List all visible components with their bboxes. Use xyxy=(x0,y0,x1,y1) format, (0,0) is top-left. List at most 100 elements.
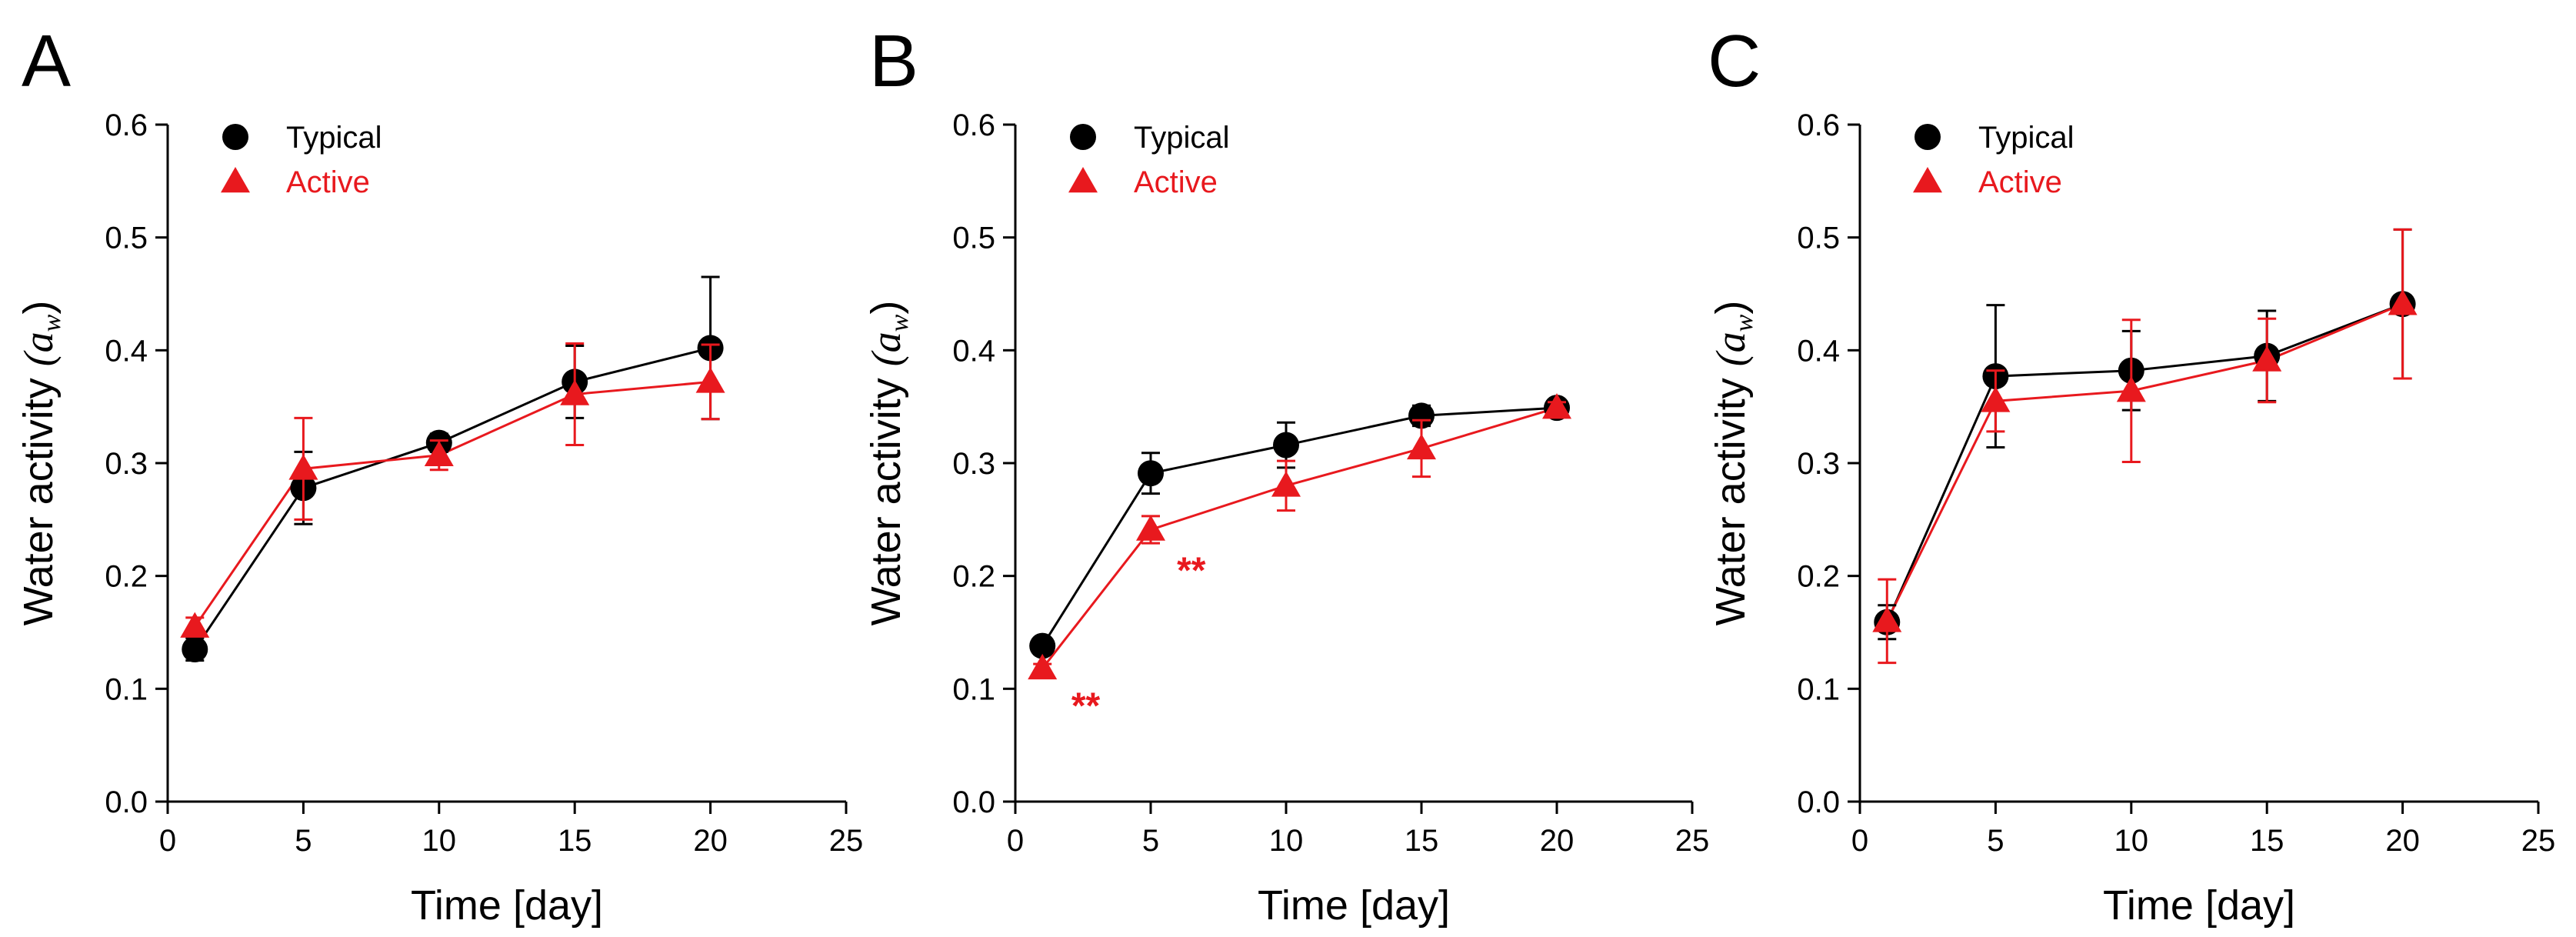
chart1-series-1-point-2 xyxy=(1271,471,1301,497)
chart2-series-1-point-1 xyxy=(1981,386,2011,412)
chart1-series-0-point-2 xyxy=(1273,432,1299,458)
y-axis-label-symbol: (a xyxy=(863,332,909,366)
y-tick-label: 0.0 xyxy=(105,785,148,819)
x-tick-label: 5 xyxy=(295,824,312,858)
y-tick-label: 0.5 xyxy=(105,222,148,255)
y-tick-label: 0.1 xyxy=(952,672,995,706)
chart1-series-0-point-1 xyxy=(1138,460,1164,487)
chart2-series-1-point-2 xyxy=(2116,376,2146,402)
x-tick-label: 10 xyxy=(1269,824,1304,858)
chart0-series-1-line xyxy=(194,380,711,628)
y-tick-label: 0.1 xyxy=(105,672,148,706)
legend-typical-label: Typical xyxy=(286,121,382,155)
chart0-series-0-point-0 xyxy=(182,636,208,662)
y-axis-label: Water activity (aw) xyxy=(1708,301,1758,626)
x-tick-label: 20 xyxy=(2385,824,2420,858)
legend-active-marker xyxy=(1913,167,1942,193)
x-tick-label: 10 xyxy=(2114,824,2149,858)
chart1-series-0-point-0 xyxy=(1029,632,1056,659)
x-tick-label: 0 xyxy=(1851,824,1868,858)
x-tick-label: 25 xyxy=(1675,824,1710,858)
x-tick-label: 5 xyxy=(1142,824,1159,858)
x-tick-label: 15 xyxy=(1405,824,1439,858)
legend-typical-marker xyxy=(1070,124,1096,150)
x-tick-label: 20 xyxy=(1540,824,1575,858)
y-tick-label: 0.2 xyxy=(1797,560,1840,594)
x-tick-label: 5 xyxy=(1987,824,2004,858)
y-axis-label-close: ) xyxy=(863,301,909,315)
y-tick-label: 0.4 xyxy=(952,334,995,368)
chart1-series-1-point-4 xyxy=(1542,393,1571,419)
chart0-series-0-line xyxy=(194,346,711,650)
y-axis-label-close: ) xyxy=(15,301,62,315)
legend-active-marker xyxy=(221,167,250,193)
y-tick-label: 0.3 xyxy=(1797,447,1840,481)
legend-active-marker xyxy=(1068,167,1098,193)
x-tick-label: 15 xyxy=(558,824,592,858)
y-axis-label-subscript: w xyxy=(1730,314,1758,332)
panel-label: B xyxy=(869,20,918,102)
y-tick-label: 0.0 xyxy=(952,785,995,819)
y-axis-label-text: Water activity xyxy=(15,366,62,625)
y-tick-label: 0.3 xyxy=(952,447,995,481)
chart1-series-1-point-3 xyxy=(1407,433,1436,460)
chart2-series-1-point-4 xyxy=(2388,289,2418,315)
y-tick-label: 0.0 xyxy=(1797,785,1840,819)
panel-b: B 0.0 0.1 0.2 0.3 0.4 0.5 0.6 0 5 10 15 20 25 Time [da… xyxy=(863,20,1709,929)
chart0-series-1-point-4 xyxy=(695,367,725,393)
chart1-annotation-0: ** xyxy=(1071,685,1101,726)
y-axis-label: Water activity (aw) xyxy=(15,301,66,626)
x-axis-label: Time [day] xyxy=(2103,882,2295,929)
chart1-series-1-point-0 xyxy=(1028,653,1058,680)
x-tick-label: 0 xyxy=(1007,824,1024,858)
y-tick-label: 0.2 xyxy=(952,560,995,594)
x-tick-label: 25 xyxy=(829,824,864,858)
y-axis-label-text: Water activity xyxy=(1708,366,1754,625)
x-tick-label: 0 xyxy=(159,824,176,858)
chart2-series-1-line xyxy=(1885,302,2404,622)
legend-typical-label: Typical xyxy=(1978,121,2074,155)
x-tick-label: 10 xyxy=(422,824,457,858)
y-tick-label: 0.5 xyxy=(952,222,995,255)
y-axis-label-subscript: w xyxy=(885,314,914,332)
y-axis-label: Water activity (aw) xyxy=(863,301,914,626)
y-axis-label-symbol: (a xyxy=(1708,332,1754,366)
y-axis-label-text: Water activity xyxy=(863,366,909,625)
x-tick-label: 15 xyxy=(2250,824,2284,858)
chart1-series-1-point-1 xyxy=(1136,515,1165,541)
x-axis-label: Time [day] xyxy=(1258,882,1450,929)
panel-label: A xyxy=(22,20,71,102)
y-axis-label-symbol: (a xyxy=(15,332,62,366)
chart2-series-1-point-3 xyxy=(2252,345,2282,372)
y-axis-label-subscript: w xyxy=(38,314,66,332)
legend-typical-marker xyxy=(222,124,248,150)
chart0-series-1-point-3 xyxy=(560,379,590,405)
y-tick-label: 0.2 xyxy=(105,560,148,594)
chart1-annotation-1: ** xyxy=(1177,550,1206,591)
chart2-series-1-point-0 xyxy=(1872,606,1902,632)
y-tick-label: 0.6 xyxy=(105,108,148,142)
chart1-series-0-line xyxy=(1041,406,1558,647)
x-axis-label: Time [day] xyxy=(411,882,603,929)
legend-active-label: Active xyxy=(1134,165,1218,199)
y-tick-label: 0.6 xyxy=(952,108,995,142)
y-tick-label: 0.4 xyxy=(105,334,148,368)
legend-active-label: Active xyxy=(1978,165,2062,199)
panel-label: C xyxy=(1708,20,1761,102)
legend-typical-marker xyxy=(1915,124,1941,150)
legend-typical-label: Typical xyxy=(1134,121,1230,155)
chart1-series-1-line xyxy=(1041,406,1558,669)
chart0-series-1-point-0 xyxy=(180,612,210,638)
y-tick-label: 0.5 xyxy=(1797,222,1840,255)
x-tick-label: 25 xyxy=(2521,824,2556,858)
chart0-series-1-point-2 xyxy=(424,440,454,466)
y-axis-label-close: ) xyxy=(1708,301,1754,315)
chart0-series-1-point-1 xyxy=(288,454,318,480)
x-tick-label: 20 xyxy=(693,824,728,858)
y-tick-label: 0.3 xyxy=(105,447,148,481)
y-tick-label: 0.1 xyxy=(1797,672,1840,706)
legend-active-label: Active xyxy=(286,165,370,199)
y-tick-label: 0.4 xyxy=(1797,334,1840,368)
y-tick-label: 0.6 xyxy=(1797,108,1840,142)
